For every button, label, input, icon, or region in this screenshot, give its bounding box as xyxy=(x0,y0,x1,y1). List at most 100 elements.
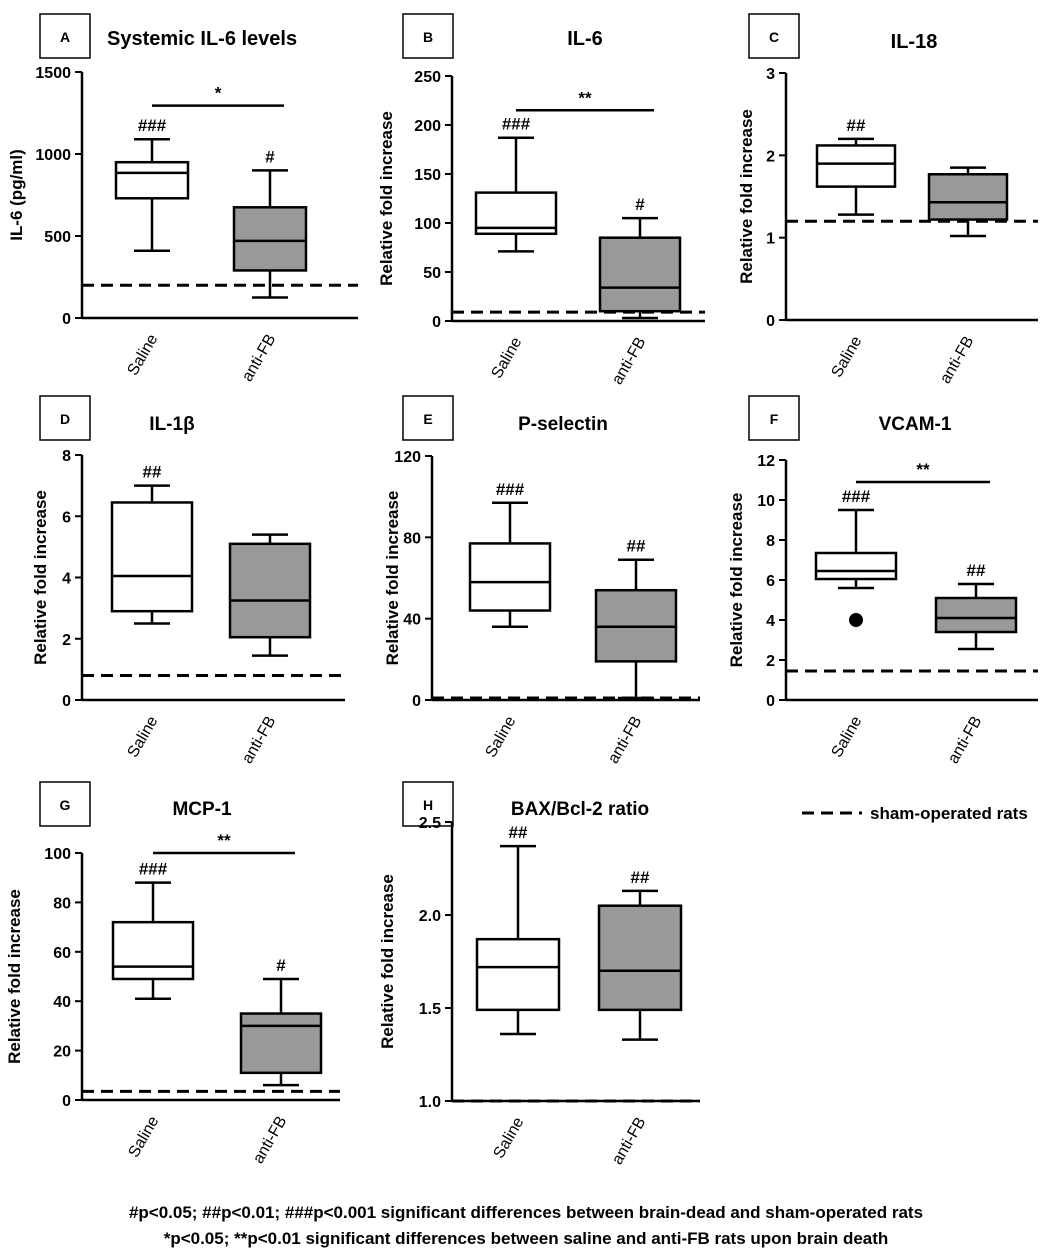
panel-f-y-tick-label-2: 4 xyxy=(766,613,775,630)
panel-a-box-1-annotation: # xyxy=(265,147,275,166)
panel-f-y-tick-label-5: 10 xyxy=(757,493,775,510)
panel-b-box-0-annotation: ### xyxy=(502,115,531,134)
panel-c-y-tick-label-2: 2 xyxy=(766,148,775,165)
panel-c-box-0-category-label: Saline xyxy=(828,333,865,380)
panel-a-box-0-annotation: ### xyxy=(138,116,167,135)
panel-c-box-1-iqr-box xyxy=(927,173,1009,221)
panel-g-box-0-annotation: ### xyxy=(139,860,168,879)
panel-g-y-tick-label-5: 100 xyxy=(44,846,71,863)
panel-g-y-tick-label-2: 40 xyxy=(53,994,71,1011)
panel-a-letter-box xyxy=(39,13,91,59)
panel-f-box-0-outlier-0 xyxy=(849,613,863,627)
panel-b-y-tick-label-1: 50 xyxy=(423,265,441,282)
panel-b-significance-label: ** xyxy=(578,88,592,107)
panel-g-y-tick-label-3: 60 xyxy=(53,945,71,962)
panel-g-y-tick-label-1: 20 xyxy=(53,1044,71,1061)
panel-f-y-label: Relative fold increase xyxy=(727,493,746,668)
panel-a-title: Systemic IL-6 levels xyxy=(107,28,297,50)
panel-c-letter: C xyxy=(769,29,779,45)
panel-g-box-0-iqr-box xyxy=(111,920,195,981)
panel-e-letter: E xyxy=(423,411,432,427)
panel-g-y-tick-label-0: 0 xyxy=(62,1093,71,1110)
panel-c-y-tick-label-3: 3 xyxy=(766,66,775,83)
panel-f-letter: F xyxy=(770,411,779,427)
panel-b-y-label: Relative fold increase xyxy=(377,111,396,286)
panel-e-title: P-selectin xyxy=(518,414,608,435)
panel-h-letter-box xyxy=(402,781,454,827)
panel-e-box-0-iqr-box xyxy=(468,542,552,612)
panel-e-y-tick-label-2: 80 xyxy=(403,530,421,547)
panel-e-box-1-category-label: anti-FB xyxy=(605,714,646,767)
panel-a-box-0-category-label: Saline xyxy=(124,331,161,378)
panel-d-y-label: Relative fold increase xyxy=(31,490,50,665)
panel-d-box-0-iqr-box xyxy=(110,501,194,613)
panel-d-y-tick-label-2: 4 xyxy=(62,571,71,588)
panel-f-letter-box xyxy=(748,395,800,441)
panel-a-y-tick-label-3: 1500 xyxy=(35,65,71,82)
panel-d-box-0-category-label: Saline xyxy=(124,713,161,760)
panel-e-box-0-category-label: Saline xyxy=(482,713,519,760)
panel-g-title: MCP-1 xyxy=(172,799,232,820)
panel-h-letter: H xyxy=(423,797,433,813)
panel-g-significance-label: ** xyxy=(217,831,231,850)
panel-f-y-tick-label-1: 2 xyxy=(766,653,775,670)
panel-h-y-tick-label-3: 2.5 xyxy=(419,815,441,832)
panel-c-title: IL-18 xyxy=(891,31,938,53)
panel-f-box-0-iqr-box xyxy=(814,551,898,581)
panel-h-box-0-iqr-box xyxy=(475,937,561,1012)
panel-h-y-tick-label-0: 1.0 xyxy=(419,1094,441,1111)
panel-d-y-tick-label-0: 0 xyxy=(62,693,71,710)
panel-g-box-1-iqr-box xyxy=(239,1012,323,1075)
panel-h-y-label: Relative fold increase xyxy=(378,874,397,1049)
panel-b-y-tick-label-2: 100 xyxy=(414,216,441,233)
panel-f-y-tick-label-6: 12 xyxy=(757,453,775,470)
panel-c-y-tick-label-0: 0 xyxy=(766,313,775,330)
panel-d-box-1-category-label: anti-FB xyxy=(239,714,280,767)
panel-a-box-1-iqr-box xyxy=(232,206,308,272)
panel-h-box-1-iqr-box xyxy=(597,904,683,1012)
panel-a-y-tick-label-2: 1000 xyxy=(35,147,71,164)
panel-b-box-0-category-label: Saline xyxy=(488,334,525,381)
panel-a-y-tick-label-0: 0 xyxy=(62,311,71,328)
panel-h-y-tick-label-1: 1.5 xyxy=(419,1001,441,1018)
panel-b-title: IL-6 xyxy=(567,28,603,50)
panel-b-box-1-category-label: anti-FB xyxy=(609,335,650,388)
panel-g-box-1-annotation: # xyxy=(276,956,286,975)
panel-b-y-tick-label-3: 150 xyxy=(414,167,441,184)
panel-b-y-tick-label-5: 250 xyxy=(414,69,441,86)
panel-c-box-0-annotation: ## xyxy=(847,116,866,135)
panel-f-title: VCAM-1 xyxy=(879,414,952,435)
panel-c-box-0-iqr-box xyxy=(815,144,897,188)
panel-f-y-tick-label-3: 6 xyxy=(766,573,775,590)
panel-g-y-label: Relative fold increase xyxy=(5,889,24,1064)
panel-e-box-0-annotation: ### xyxy=(496,480,525,499)
panel-e-y-tick-label-1: 40 xyxy=(403,612,421,629)
footnote-star: *p<0.05; **p<0.01 significant difference… xyxy=(163,1229,889,1248)
panel-d-y-tick-label-3: 6 xyxy=(62,509,71,526)
panel-e-y-tick-label-0: 0 xyxy=(412,693,421,710)
panel-b-box-1-annotation: # xyxy=(635,195,645,214)
panel-e-letter-box xyxy=(402,395,454,441)
panel-e-y-tick-label-3: 120 xyxy=(394,449,421,466)
panel-e-box-1-annotation: ## xyxy=(627,537,646,556)
panel-b-letter: B xyxy=(423,29,433,45)
panel-d-box-0-annotation: ## xyxy=(143,463,162,482)
panel-a-letter: A xyxy=(60,29,70,45)
panel-c-y-tick-label-1: 1 xyxy=(766,231,775,248)
panel-f-box-1-iqr-box xyxy=(934,596,1018,634)
panel-h-title: BAX/Bcl-2 ratio xyxy=(511,799,649,820)
panel-d-y-tick-label-4: 8 xyxy=(62,448,71,465)
panel-a-box-1-category-label: anti-FB xyxy=(239,332,280,385)
panel-d-y-tick-label-1: 2 xyxy=(62,632,71,649)
panel-d-letter-box xyxy=(39,395,91,441)
panel-h-box-1-category-label: anti-FB xyxy=(609,1115,650,1168)
legend-sham-label: sham-operated rats xyxy=(870,804,1028,823)
panel-f-box-0-category-label: Saline xyxy=(828,713,865,760)
panel-f-y-tick-label-4: 8 xyxy=(766,533,775,550)
panel-b-y-tick-label-0: 0 xyxy=(432,314,441,331)
panel-b-y-tick-label-4: 200 xyxy=(414,118,441,135)
panel-a-y-tick-label-1: 500 xyxy=(44,229,71,246)
panel-f-box-1-annotation: ## xyxy=(967,561,986,580)
panel-f-box-0-annotation: ### xyxy=(842,487,871,506)
